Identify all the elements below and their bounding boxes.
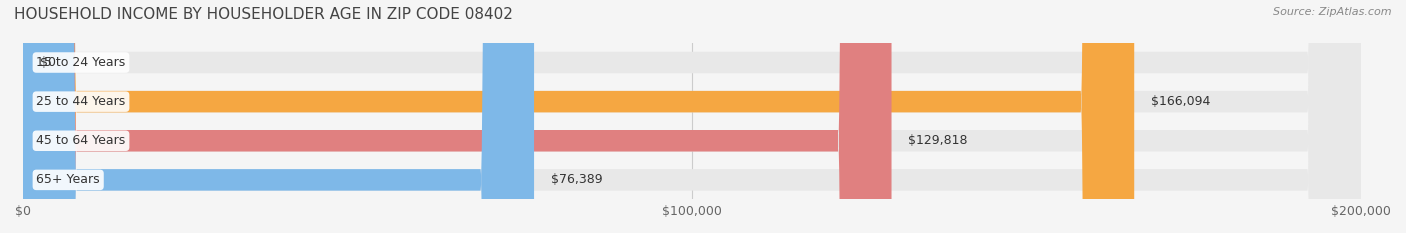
Text: 15 to 24 Years: 15 to 24 Years (37, 56, 125, 69)
FancyBboxPatch shape (22, 0, 1135, 233)
Text: Source: ZipAtlas.com: Source: ZipAtlas.com (1274, 7, 1392, 17)
Text: $76,389: $76,389 (551, 173, 602, 186)
Text: $0: $0 (39, 56, 56, 69)
FancyBboxPatch shape (22, 0, 1361, 233)
FancyBboxPatch shape (22, 0, 1361, 233)
FancyBboxPatch shape (22, 0, 1361, 233)
FancyBboxPatch shape (22, 0, 534, 233)
Text: 45 to 64 Years: 45 to 64 Years (37, 134, 125, 147)
Text: 65+ Years: 65+ Years (37, 173, 100, 186)
Text: $166,094: $166,094 (1152, 95, 1211, 108)
Text: HOUSEHOLD INCOME BY HOUSEHOLDER AGE IN ZIP CODE 08402: HOUSEHOLD INCOME BY HOUSEHOLDER AGE IN Z… (14, 7, 513, 22)
FancyBboxPatch shape (22, 0, 1361, 233)
Text: 25 to 44 Years: 25 to 44 Years (37, 95, 125, 108)
FancyBboxPatch shape (22, 0, 891, 233)
Text: $129,818: $129,818 (908, 134, 967, 147)
